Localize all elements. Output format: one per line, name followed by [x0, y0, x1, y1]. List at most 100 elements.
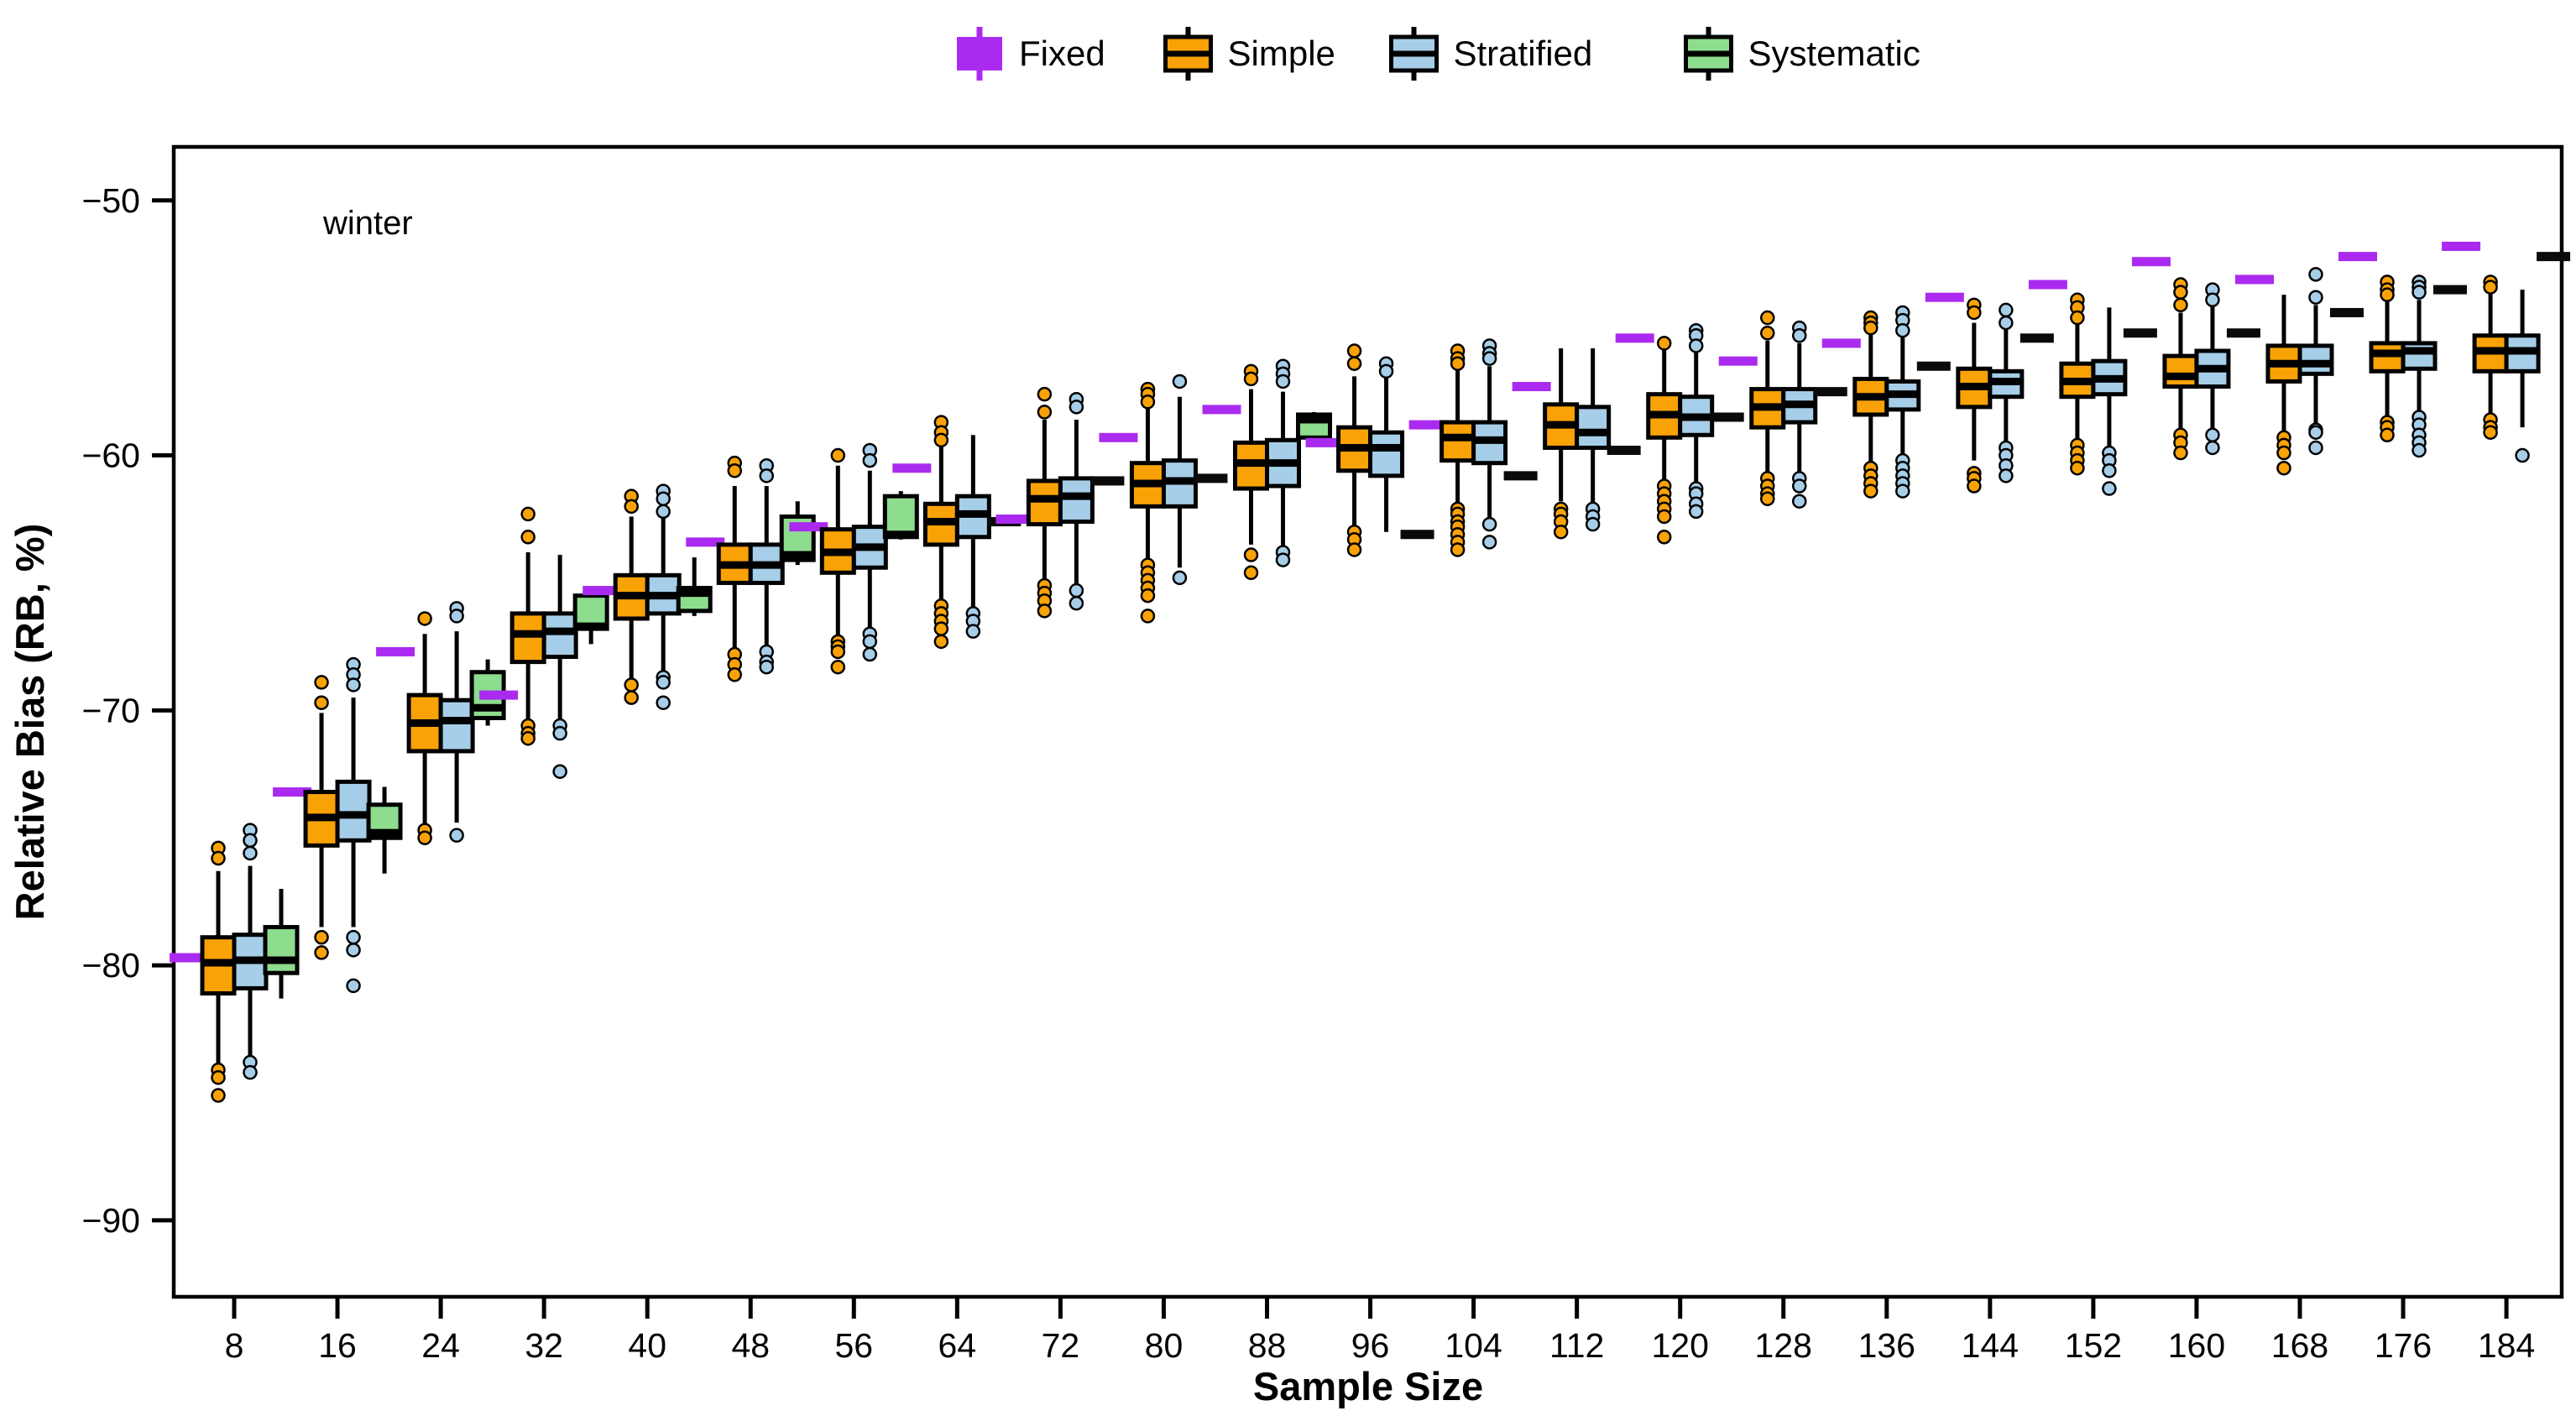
simple-outlier	[624, 677, 639, 692]
fixed-marker	[1512, 382, 1551, 392]
simple-outlier	[1760, 310, 1775, 326]
legend-label: Stratified	[1454, 34, 1593, 73]
simple-box	[1440, 420, 1476, 463]
legend-item-stratified: Stratified	[1389, 27, 1593, 81]
boxplot-group-n104	[1408, 338, 1538, 557]
fixed-marker	[2028, 280, 2067, 290]
simple-outlier	[1243, 371, 1259, 387]
simple-outlier	[1656, 336, 1672, 351]
stratified-outlier	[1792, 328, 1807, 343]
x-tick-label: 40	[628, 1326, 666, 1365]
systematic-box	[263, 925, 300, 975]
simple-outlier	[211, 1088, 226, 1103]
x-tick-label: 176	[2375, 1326, 2432, 1365]
systematic-collapsed-marker	[1607, 445, 1641, 455]
boxplot-group-n56	[789, 442, 919, 675]
simple-outlier	[1346, 542, 1362, 557]
stratified-outlier	[1172, 374, 1188, 389]
stratified-outlier	[2411, 442, 2427, 458]
fixed-marker	[2442, 241, 2481, 251]
simple-box	[2369, 341, 2406, 374]
x-tick-label: 128	[1755, 1326, 1812, 1365]
legend-item-systematic: Systematic	[1684, 27, 1920, 81]
stratified-outlier	[759, 659, 774, 675]
simple-outlier	[1450, 356, 1466, 371]
simple-outlier	[314, 675, 329, 690]
systematic-collapsed-marker	[2433, 285, 2468, 295]
stratified-outlier	[552, 725, 567, 741]
boxplot-group-n168	[2235, 267, 2364, 476]
simple-outlier	[830, 659, 846, 675]
systematic-collapsed-marker	[2123, 328, 2157, 338]
simple-outlier	[1346, 343, 1362, 358]
simple-outlier	[1140, 394, 1156, 410]
stratified-outlier	[656, 675, 671, 690]
simple-outlier	[624, 690, 639, 705]
fixed-marker	[376, 646, 415, 656]
stratified-box	[1368, 430, 1405, 478]
y-tick-label: −90	[81, 1201, 140, 1240]
boxplot-group-n48	[686, 455, 816, 682]
simple-outlier	[2276, 445, 2291, 461]
boxplot-group-n184	[2442, 241, 2571, 463]
fixed-marker	[479, 690, 519, 700]
fixed-marker	[273, 787, 312, 797]
stratified-box	[1575, 405, 1612, 450]
boxplot-group-n160	[2131, 257, 2260, 461]
y-tick-label: −50	[81, 181, 140, 220]
simple-outlier	[2070, 310, 2085, 326]
fixed-marker	[686, 537, 725, 547]
boxplot-group-n176	[2338, 252, 2468, 458]
stratified-outlier	[2205, 292, 2220, 308]
x-tick-label: 104	[1445, 1326, 1502, 1365]
stratified-outlier	[1275, 552, 1291, 567]
simple-box	[509, 611, 546, 665]
boxplot-group-n96	[1305, 343, 1434, 557]
stratified-outlier	[2205, 440, 2220, 456]
stratified-outlier	[552, 764, 567, 779]
stratified-box	[2297, 343, 2334, 376]
panel-label: winter	[322, 205, 413, 242]
simple-outlier	[1656, 509, 1672, 525]
fixed-marker	[1925, 292, 1964, 302]
boxplot-group-n72	[995, 386, 1125, 619]
x-tick-label: 120	[1651, 1326, 1708, 1365]
stratified-outlier	[2308, 267, 2323, 282]
legend: Fixed Simple Stratified Systematic	[957, 27, 1920, 81]
boxplot-group-n24	[376, 601, 506, 845]
stratified-outlier	[1069, 595, 1084, 611]
stratified-outlier	[346, 943, 361, 958]
simple-box	[1026, 478, 1063, 527]
stratified-outlier	[2205, 427, 2220, 443]
fixed-marker	[583, 586, 622, 596]
simple-outlier	[2380, 287, 2395, 302]
stratified-box	[541, 611, 578, 660]
simple-outlier	[520, 530, 536, 545]
simple-outlier	[933, 621, 949, 636]
simple-outlier	[1863, 483, 1878, 499]
stratified-outlier	[2102, 481, 2117, 496]
x-tick-label: 152	[2065, 1326, 2122, 1365]
simple-outlier	[2483, 280, 2498, 295]
x-tick-label: 48	[731, 1326, 770, 1365]
x-axis-title: Sample Size	[1253, 1364, 1483, 1408]
systematic-collapsed-marker	[1400, 530, 1434, 540]
simple-outlier	[1967, 305, 1982, 321]
x-tick-label: 24	[421, 1326, 460, 1365]
simple-outlier	[1037, 405, 1053, 420]
simple-outlier	[1140, 609, 1156, 624]
simple-outlier	[417, 830, 432, 845]
systematic-collapsed-marker	[1194, 473, 1228, 483]
fixed-marker	[789, 522, 828, 532]
x-tick-label: 16	[318, 1326, 357, 1365]
simple-outlier	[211, 850, 226, 866]
stratified-outlier	[1585, 516, 1601, 532]
stratified-outlier	[346, 978, 361, 994]
stratified-outlier	[2308, 290, 2323, 305]
x-tick-label: 168	[2271, 1326, 2328, 1365]
plot-border	[171, 144, 2564, 1299]
stratified-outlier	[656, 695, 671, 710]
legend-item-fixed: Fixed	[957, 27, 1105, 81]
simple-outlier	[727, 463, 742, 478]
simple-outlier	[1346, 356, 1362, 371]
